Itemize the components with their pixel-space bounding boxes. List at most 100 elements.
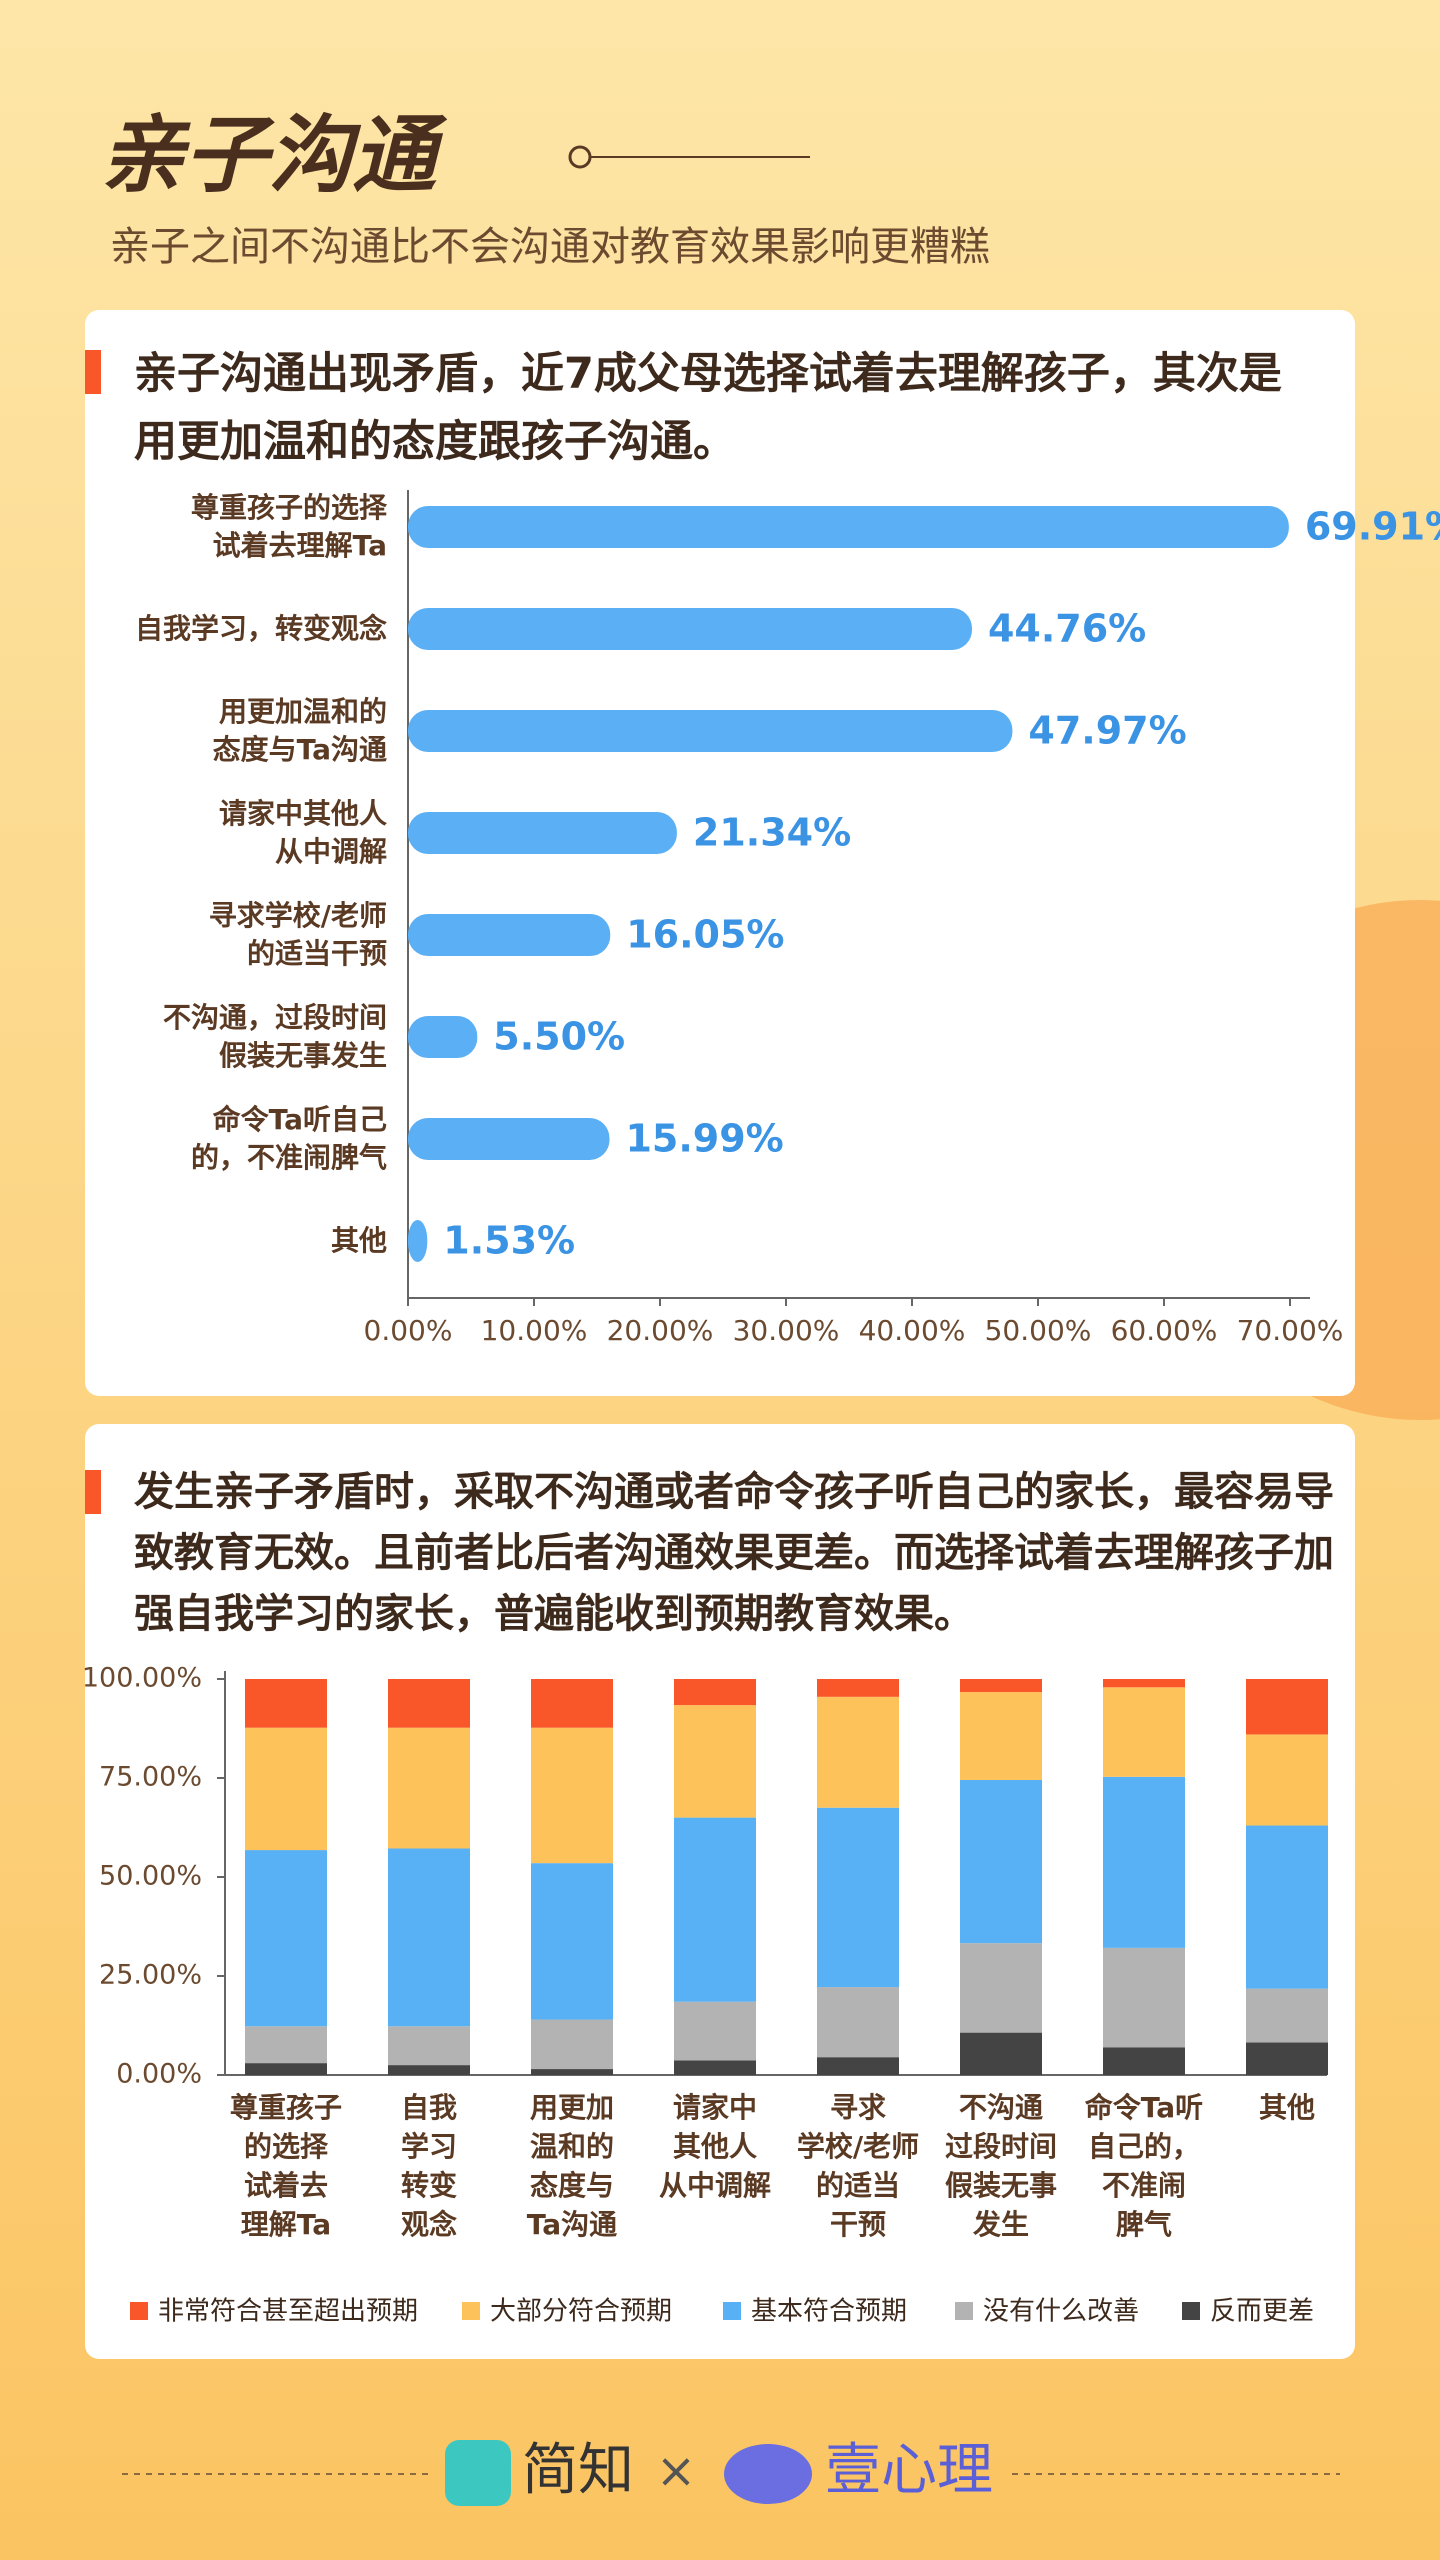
- title: 亲子沟通: [100, 106, 437, 204]
- bar-segment: [1246, 1679, 1328, 1735]
- caption: 亲子沟通出现矛盾，近7成父母选择试着去理解孩子，其次是用更加温和的态度跟孩子沟通…: [134, 349, 1282, 467]
- bar: [408, 812, 677, 854]
- bar: [408, 608, 972, 650]
- y-tick-label: 25.00%: [99, 1960, 202, 1991]
- x-tick-label: 40.00%: [859, 1314, 966, 1347]
- value-label: 69.91%: [1305, 505, 1440, 549]
- x-tick-label: 请家中 其他人 从中调解: [658, 2091, 771, 2202]
- card: [85, 310, 1355, 1396]
- x-tick-label: 60.00%: [1111, 1314, 1218, 1347]
- legend-label: 反而更差: [1210, 2297, 1314, 2327]
- marker: [85, 350, 101, 394]
- bar-segment: [960, 1779, 1042, 1944]
- bar-segment: [388, 1848, 470, 2027]
- bar-segment: [817, 1696, 899, 1808]
- value-label: 16.05%: [626, 913, 784, 957]
- bar-segment: [817, 1679, 899, 1697]
- category-label: 寻求学校/老师 的适当干预: [208, 899, 387, 970]
- bar-segment: [817, 1807, 899, 1988]
- bar-segment: [388, 1679, 470, 1728]
- y-tick-label: 75.00%: [99, 1762, 202, 1793]
- caption: 发生亲子矛盾时，采取不沟通或者命令孩子听自己的家长，最容易导致教育无效。且前者比…: [134, 1469, 1334, 1637]
- bar-segment: [960, 1679, 1042, 1693]
- bar-segment: [674, 1705, 756, 1818]
- bar-segment: [388, 2026, 470, 2066]
- x-tick-label: 0.00%: [364, 1314, 453, 1347]
- bar-segment: [1246, 1825, 1328, 1989]
- x-tick-label: 寻求 学校/老师 的适当 干预: [796, 2091, 920, 2241]
- brand: 壹心理: [825, 2438, 993, 2503]
- bar: [408, 506, 1289, 548]
- legend-label: 大部分符合预期: [490, 2297, 672, 2327]
- x-tick-label: 自我 学习 转变 观念: [400, 2091, 457, 2241]
- category-label: 自我学习，转变观念: [134, 612, 387, 645]
- x-tick-label: 用更加 温和的 态度与 Ta沟通: [526, 2091, 618, 2241]
- bar-segment: [1103, 2047, 1185, 2075]
- legend-swatch: [1182, 2302, 1200, 2320]
- bar: [408, 1118, 610, 1160]
- brand: 简知: [522, 2438, 634, 2503]
- x-tick-label: 10.00%: [481, 1314, 588, 1347]
- bar-segment: [245, 1679, 327, 1728]
- bar-segment: [531, 1727, 613, 1864]
- y-tick-label: 0.00%: [116, 2059, 202, 2090]
- bar: [408, 710, 1013, 752]
- bar-segment: [817, 1987, 899, 2058]
- value-label: 44.76%: [988, 607, 1146, 651]
- bar: [408, 1016, 478, 1058]
- legend-label: 非常符合甚至超出预期: [158, 2297, 418, 2327]
- bar-segment: [674, 1817, 756, 2002]
- bar-segment: [674, 1679, 756, 1706]
- value-label: 21.34%: [693, 811, 851, 855]
- bar-segment: [1246, 1988, 1328, 2043]
- bar-segment: [245, 2063, 327, 2075]
- category-label: 不沟通，过段时间 假装无事发生: [162, 1001, 387, 1072]
- legend-label: 没有什么改善: [983, 2297, 1139, 2327]
- value-label: 1.53%: [443, 1219, 575, 1263]
- value-label: 5.50%: [493, 1015, 625, 1059]
- x-tick-label: 50.00%: [985, 1314, 1092, 1347]
- bar-segment: [1246, 2042, 1328, 2075]
- bar-segment: [1103, 1687, 1185, 1777]
- bar-segment: [674, 2060, 756, 2075]
- category-label: 其他: [330, 1224, 387, 1257]
- logo-icon: [445, 2440, 511, 2506]
- legend-swatch: [723, 2302, 741, 2320]
- legend-swatch: [462, 2302, 480, 2320]
- bar-segment: [674, 2001, 756, 2061]
- bar-segment: [388, 2065, 470, 2075]
- bar-segment: [245, 1727, 327, 1851]
- decor: [568, 145, 592, 169]
- bar-segment: [531, 1863, 613, 2020]
- legend-swatch: [955, 2302, 973, 2320]
- legend-label: 基本符合预期: [751, 2297, 907, 2327]
- subtitle: 亲子之间不沟通比不会沟通对教育效果影响更糟糕: [110, 224, 990, 270]
- bar-segment: [817, 2057, 899, 2075]
- bar: [408, 914, 611, 956]
- x-tick-label: 尊重孩子 的选择 试着去 理解Ta: [229, 2091, 342, 2241]
- separator: ×: [656, 2443, 696, 2499]
- x-tick-label: 20.00%: [607, 1314, 714, 1347]
- category-label: 尊重孩子的选择 试着去理解Ta: [190, 491, 387, 562]
- value-label: 15.99%: [625, 1117, 783, 1161]
- bar-segment: [531, 2069, 613, 2075]
- y-tick-label: 100.00%: [82, 1663, 202, 1694]
- bar-segment: [960, 1692, 1042, 1780]
- marker: [85, 1470, 101, 1514]
- category-label: 用更加温和的 态度与Ta沟通: [212, 695, 387, 766]
- category-label: 命令Ta听自己 的，不准闹脾气: [190, 1103, 387, 1174]
- legend-swatch: [130, 2302, 148, 2320]
- bar-segment: [960, 2032, 1042, 2075]
- bar-segment: [245, 2026, 327, 2064]
- category-label: 请家中其他人 从中调解: [218, 797, 387, 868]
- bar-segment: [531, 2019, 613, 2070]
- bar-segment: [1103, 1947, 1185, 2048]
- x-tick-label: 30.00%: [733, 1314, 840, 1347]
- value-label: 47.97%: [1028, 709, 1186, 753]
- bar-segment: [1246, 1734, 1328, 1826]
- bar-segment: [531, 1679, 613, 1728]
- bar-segment: [1103, 1776, 1185, 1948]
- logo-icon: [724, 2444, 812, 2504]
